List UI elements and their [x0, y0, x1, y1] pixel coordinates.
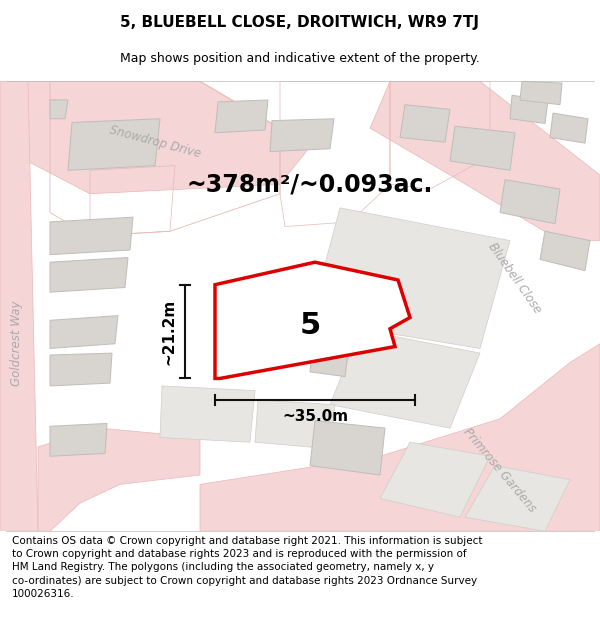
Text: Goldcrest Way: Goldcrest Way	[10, 301, 23, 386]
Polygon shape	[50, 100, 68, 119]
Polygon shape	[500, 180, 560, 224]
Polygon shape	[550, 113, 588, 143]
Polygon shape	[450, 126, 515, 170]
Polygon shape	[380, 442, 490, 518]
Polygon shape	[310, 208, 510, 349]
Polygon shape	[160, 386, 255, 442]
Text: ~35.0m: ~35.0m	[282, 409, 348, 424]
Polygon shape	[465, 466, 570, 531]
Text: 5: 5	[299, 311, 320, 339]
Text: Primrose Gardens: Primrose Gardens	[461, 426, 539, 515]
Polygon shape	[38, 428, 200, 531]
Text: Snowdrop Drive: Snowdrop Drive	[108, 124, 202, 161]
Polygon shape	[330, 330, 480, 428]
Polygon shape	[520, 81, 562, 104]
Polygon shape	[68, 119, 160, 170]
Polygon shape	[310, 349, 348, 376]
Polygon shape	[400, 104, 450, 142]
Polygon shape	[310, 421, 385, 475]
Text: Map shows position and indicative extent of the property.: Map shows position and indicative extent…	[120, 52, 480, 65]
Polygon shape	[50, 353, 112, 386]
Polygon shape	[200, 344, 600, 531]
Polygon shape	[215, 262, 410, 378]
Polygon shape	[50, 316, 118, 349]
Polygon shape	[370, 81, 600, 241]
Polygon shape	[255, 400, 335, 449]
Polygon shape	[50, 258, 128, 292]
Polygon shape	[270, 119, 334, 151]
Polygon shape	[510, 95, 548, 124]
Polygon shape	[540, 231, 590, 271]
Text: 5, BLUEBELL CLOSE, DROITWICH, WR9 7TJ: 5, BLUEBELL CLOSE, DROITWICH, WR9 7TJ	[121, 15, 479, 30]
Polygon shape	[50, 424, 107, 456]
Text: ~378m²/~0.093ac.: ~378m²/~0.093ac.	[187, 173, 433, 196]
Text: ~21.2m: ~21.2m	[161, 298, 176, 364]
Text: Contains OS data © Crown copyright and database right 2021. This information is : Contains OS data © Crown copyright and d…	[12, 536, 482, 599]
Text: Bluebell Close: Bluebell Close	[486, 241, 544, 316]
Polygon shape	[50, 217, 133, 255]
Polygon shape	[215, 100, 268, 132]
Polygon shape	[0, 81, 310, 194]
Polygon shape	[0, 81, 38, 531]
